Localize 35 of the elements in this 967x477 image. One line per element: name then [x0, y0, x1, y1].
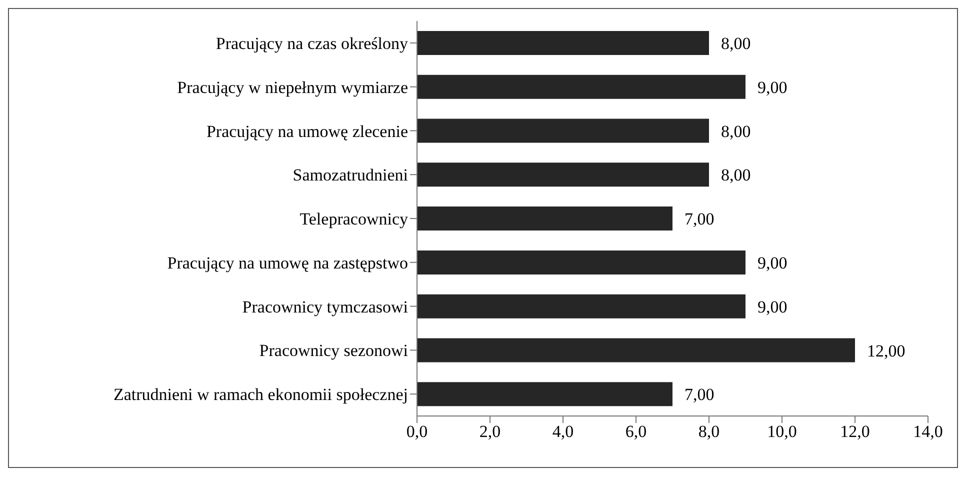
- x-tick-label: 6,0: [625, 422, 647, 442]
- data-label: 8,00: [721, 122, 751, 141]
- y-tick-label: Telepracownicy: [300, 210, 408, 229]
- x-tick-label: 8,0: [698, 422, 720, 442]
- bar: [417, 118, 709, 143]
- y-tick-label: Pracujący na umowę zlecenie: [206, 122, 408, 141]
- y-tick-label: Pracujący na umowę na zastępstwo: [167, 253, 408, 272]
- bar: [417, 382, 672, 406]
- bar: [417, 74, 746, 99]
- bar: [417, 250, 746, 274]
- bar: [417, 162, 709, 187]
- y-tick-label: Pracujący w niepełnym wymiarze: [177, 78, 408, 97]
- bar: [417, 338, 855, 362]
- y-tick-label: Pracownicy tymczasowi: [242, 297, 408, 316]
- x-tick-label: 12,0: [840, 422, 870, 442]
- data-label: 9,00: [758, 253, 788, 272]
- x-tick-label: 10,0: [767, 422, 797, 442]
- y-tick-label: Pracujący na czas określony: [216, 34, 408, 53]
- data-label: 8,00: [721, 34, 751, 54]
- data-label: 7,00: [684, 210, 714, 229]
- y-tick-label: Zatrudnieni w ramach ekonomii społecznej: [113, 385, 408, 404]
- bar: [417, 294, 746, 318]
- x-tick-label: 4,0: [552, 422, 574, 442]
- y-tick-label: Pracownicy sezonowi: [259, 341, 408, 360]
- data-label: 9,00: [758, 78, 788, 97]
- bar: [417, 31, 709, 55]
- x-tick-label: 2,0: [479, 422, 501, 442]
- x-tick-label: 14,0: [913, 422, 943, 442]
- bar: [417, 206, 672, 231]
- x-tick-label: 0,0: [406, 422, 428, 442]
- data-label: 7,00: [684, 385, 714, 404]
- data-label: 8,00: [721, 166, 751, 185]
- data-label: 9,00: [758, 297, 788, 316]
- y-tick-label: Samozatrudnieni: [292, 166, 408, 185]
- data-label: 12,00: [867, 341, 906, 360]
